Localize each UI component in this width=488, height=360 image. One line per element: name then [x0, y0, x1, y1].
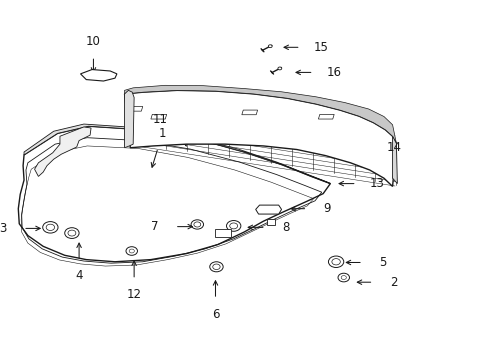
Polygon shape — [151, 114, 166, 119]
Text: 15: 15 — [313, 41, 327, 54]
Polygon shape — [81, 69, 117, 81]
Text: 6: 6 — [211, 308, 219, 321]
Text: 13: 13 — [368, 177, 384, 190]
Text: 4: 4 — [75, 269, 82, 282]
Circle shape — [64, 228, 79, 238]
Polygon shape — [392, 136, 397, 184]
Text: 10: 10 — [86, 35, 101, 48]
Polygon shape — [127, 107, 142, 111]
Polygon shape — [266, 220, 275, 225]
Polygon shape — [255, 205, 281, 214]
Text: 14: 14 — [386, 141, 401, 154]
Circle shape — [209, 262, 223, 272]
Circle shape — [42, 222, 58, 233]
Polygon shape — [215, 229, 230, 237]
Polygon shape — [35, 127, 91, 176]
Text: 5: 5 — [379, 256, 386, 269]
Polygon shape — [124, 85, 396, 143]
Circle shape — [129, 249, 134, 253]
Polygon shape — [124, 90, 396, 186]
Circle shape — [226, 221, 241, 231]
Polygon shape — [18, 126, 330, 262]
Circle shape — [191, 220, 203, 229]
Circle shape — [192, 139, 196, 142]
Circle shape — [126, 247, 137, 255]
Polygon shape — [124, 90, 134, 148]
Circle shape — [341, 276, 346, 279]
Circle shape — [229, 223, 237, 229]
Circle shape — [331, 258, 340, 265]
Text: 3: 3 — [0, 222, 7, 235]
Polygon shape — [24, 124, 330, 184]
Text: 2: 2 — [389, 276, 396, 289]
Circle shape — [337, 273, 349, 282]
Circle shape — [212, 264, 220, 270]
Text: 11: 11 — [152, 113, 167, 126]
Text: 7: 7 — [151, 220, 158, 233]
Text: 8: 8 — [282, 221, 289, 234]
Circle shape — [277, 67, 281, 70]
Circle shape — [328, 256, 343, 267]
Circle shape — [46, 224, 55, 230]
Circle shape — [193, 222, 200, 227]
Text: 12: 12 — [126, 288, 142, 301]
Circle shape — [268, 45, 272, 48]
Circle shape — [68, 230, 76, 236]
Polygon shape — [318, 114, 333, 119]
Text: 1: 1 — [159, 127, 166, 140]
Text: 9: 9 — [323, 202, 330, 215]
Text: 16: 16 — [325, 66, 341, 79]
Polygon shape — [242, 110, 257, 115]
